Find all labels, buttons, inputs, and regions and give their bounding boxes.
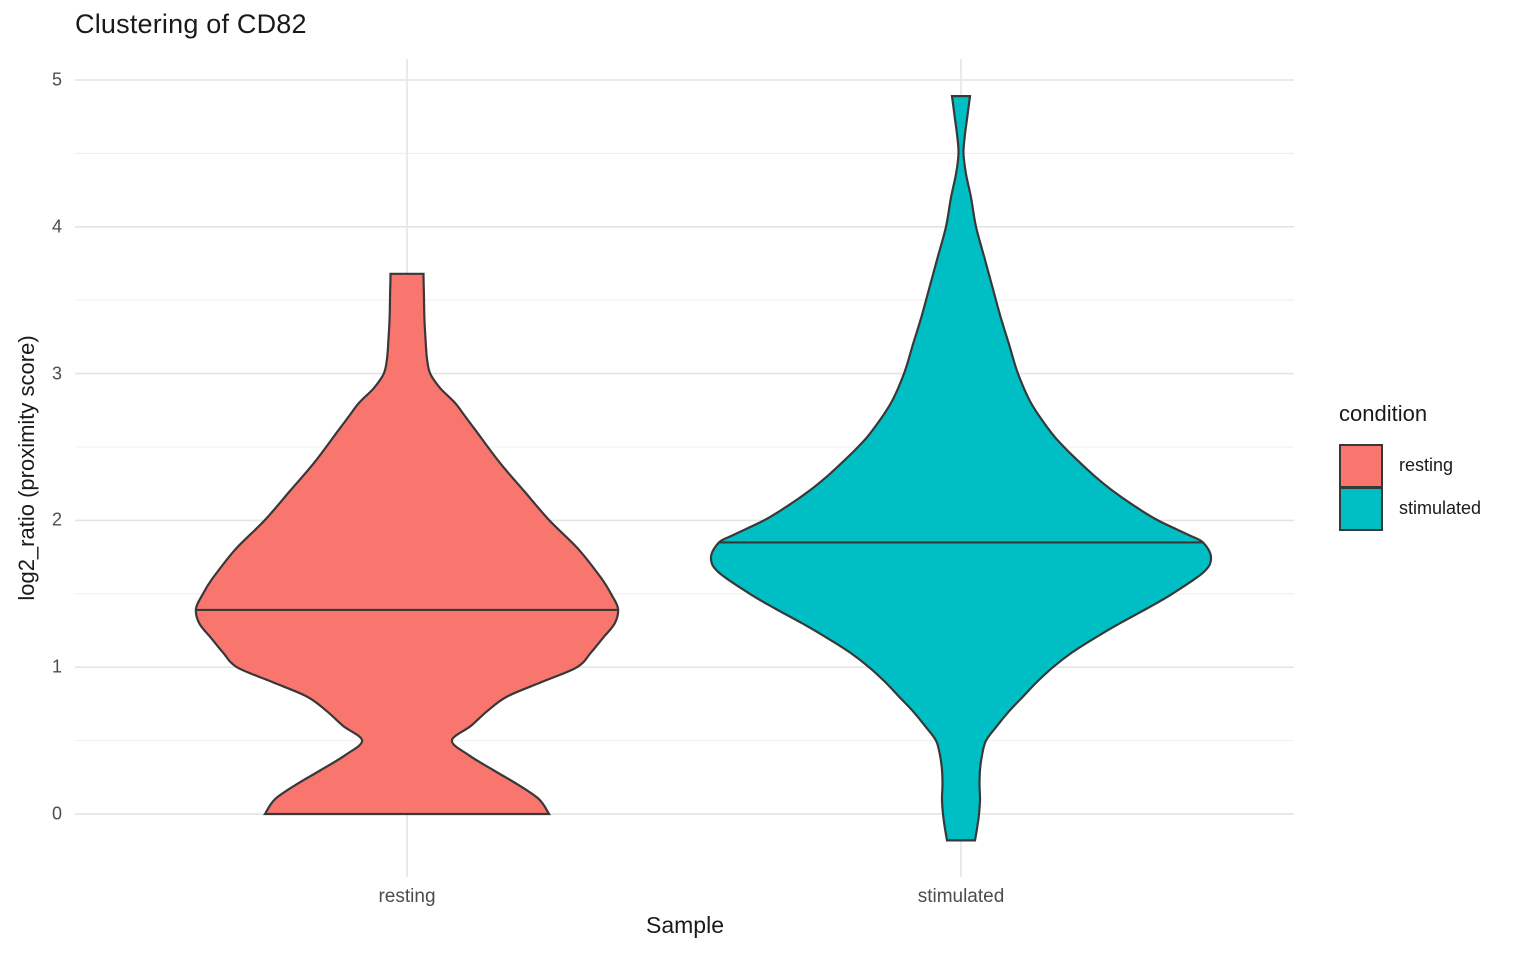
y-tick-label: 2 (51, 509, 62, 530)
legend: condition resting stimulated (1339, 401, 1481, 531)
y-tick-label: 1 (51, 656, 62, 677)
violin-resting (194, 272, 620, 816)
legend-key-resting: resting (1339, 443, 1481, 488)
y-tick-label: 0 (51, 803, 62, 824)
y-tick-label: 4 (51, 216, 62, 237)
legend-label-resting: resting (1399, 455, 1454, 475)
legend-swatch-resting (1339, 443, 1383, 488)
x-axis-title: Sample (646, 912, 724, 938)
violin-stimulated (709, 95, 1213, 842)
x-tick-label: resting (378, 886, 436, 907)
legend-swatch-stimulated (1339, 486, 1383, 531)
y-tick-label: 3 (51, 363, 62, 384)
legend-key-stimulated: stimulated (1339, 486, 1481, 531)
x-tick-label: stimulated (917, 886, 1005, 907)
y-tick-label: 5 (51, 69, 62, 90)
plot-title: Clustering of CD82 (75, 9, 307, 39)
legend-title: condition (1339, 401, 1428, 426)
legend-label-stimulated: stimulated (1399, 498, 1482, 518)
